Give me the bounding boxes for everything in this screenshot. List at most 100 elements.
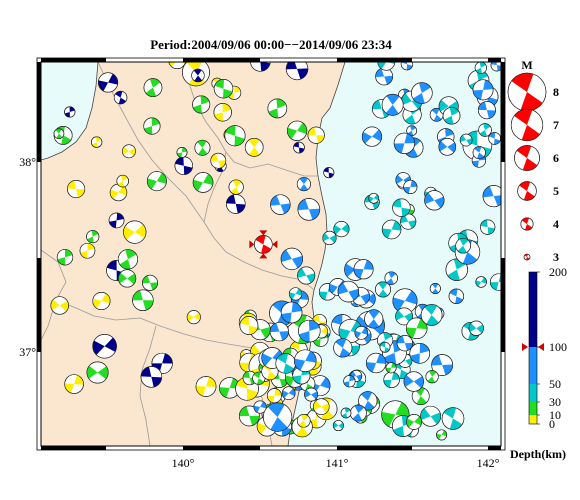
- event-beachball: [448, 288, 464, 304]
- event-beachball: [174, 156, 194, 175]
- depth-marker-right: [538, 343, 544, 351]
- frame-tick-left: [37, 258, 41, 352]
- frame-tick-bottom: [41, 446, 106, 450]
- map-frame: [36, 57, 506, 451]
- event-beachball: [304, 387, 319, 402]
- event-beachball: [475, 276, 487, 288]
- event-beachball: [477, 101, 496, 120]
- event-beachball: [118, 269, 137, 288]
- event-beachball: [482, 185, 501, 208]
- magnitude-legend-ball-4: [520, 217, 534, 231]
- event-beachball: [392, 198, 411, 217]
- event-beachball: [285, 62, 309, 81]
- frame-tick-right: [501, 62, 505, 162]
- target-marker-top: [259, 230, 268, 236]
- frame-tick-bottom: [183, 446, 260, 450]
- event-beachball: [377, 62, 396, 71]
- event-beachball: [262, 402, 293, 432]
- event-beachball: [474, 62, 487, 74]
- event-beachball: [361, 126, 383, 147]
- event-beachball: [213, 79, 234, 99]
- x-tick-label-140: 140°: [172, 456, 195, 470]
- event-beachball: [480, 219, 496, 235]
- magnitude-legend-ball-5: [517, 181, 537, 201]
- event-beachball: [488, 132, 501, 145]
- event-beachball: [225, 194, 246, 214]
- event-beachball: [442, 106, 461, 125]
- depth-band: [529, 272, 537, 347]
- depth-scale-border: [528, 271, 538, 425]
- event-beachball: [403, 371, 424, 392]
- depth-band: [529, 384, 537, 402]
- event-beachball: [176, 147, 188, 158]
- magnitude-legend-ball-7: [510, 108, 544, 142]
- event-beachball: [294, 349, 317, 372]
- event-beachball: [333, 221, 350, 238]
- frame-tick-bottom: [488, 446, 501, 450]
- event-beachball: [431, 354, 454, 376]
- event-beachball: [406, 413, 422, 430]
- event-beachball: [122, 144, 136, 159]
- event-beachball: [213, 103, 232, 122]
- event-beachball: [459, 133, 473, 147]
- magnitude-legend-ball-8: [507, 72, 547, 112]
- frame-outer: [36, 57, 506, 451]
- event-beachball: [350, 404, 367, 422]
- event-beachball: [140, 366, 163, 388]
- event-beachball: [297, 266, 316, 285]
- frame-tick-top: [488, 58, 501, 62]
- event-beachball: [333, 338, 353, 358]
- event-beachball: [343, 375, 356, 388]
- event-beachball: [383, 371, 400, 388]
- map-area: [41, 62, 501, 446]
- target-marker-left: [249, 240, 255, 249]
- event-beachball: [298, 319, 321, 343]
- frame-tick-top: [337, 58, 412, 62]
- event-beachball: [323, 167, 335, 179]
- depth-marker-left: [522, 343, 528, 351]
- magnitude-legend-label-5: 5: [553, 184, 559, 198]
- event-beachball: [143, 117, 161, 135]
- event-beachball: [364, 309, 384, 329]
- event-beachball: [425, 370, 439, 384]
- event-beachball: [429, 107, 444, 122]
- target-event: [249, 230, 278, 259]
- event-beachball: [375, 281, 391, 298]
- event-beachball: [238, 405, 260, 427]
- event-beachball: [375, 67, 394, 86]
- magnitude-legend-ball-6: [514, 145, 540, 171]
- depth-label-0: 0: [549, 417, 555, 431]
- event-beachball: [455, 237, 471, 254]
- event-beachball: [472, 79, 494, 101]
- event-beachball: [438, 138, 457, 156]
- event-beachball: [313, 398, 330, 415]
- event-beachball: [322, 230, 337, 246]
- target-marker-bottom: [259, 253, 268, 259]
- event-beachball: [490, 62, 501, 72]
- event-beachball: [252, 371, 266, 385]
- event-beachball: [381, 219, 402, 240]
- event-beachball: [108, 212, 125, 229]
- event-beachball: [191, 68, 205, 83]
- event-beachball: [288, 287, 303, 301]
- depth-band: [529, 402, 537, 415]
- event-beachball: [132, 289, 154, 311]
- event-layer: [50, 62, 501, 441]
- x-tick-label-142: 142°: [477, 456, 500, 470]
- event-beachball: [270, 194, 291, 215]
- event-beachball: [86, 361, 109, 384]
- event-beachball: [280, 247, 304, 271]
- event-beachball: [472, 146, 486, 160]
- event-beachball: [116, 174, 129, 188]
- event-beachball: [354, 326, 369, 340]
- event-beachball: [143, 78, 163, 97]
- magnitude-legend: 8 7 6 5 4 3: [507, 72, 559, 264]
- event-beachball: [67, 179, 86, 199]
- frame-tick-top: [183, 58, 260, 62]
- depth-label-200: 200: [549, 265, 567, 279]
- event-beachball: [280, 301, 303, 324]
- magnitude-legend-label-3: 3: [553, 250, 559, 264]
- event-beachball: [420, 405, 442, 427]
- event-beachball: [113, 90, 128, 105]
- event-beachball: [79, 242, 96, 259]
